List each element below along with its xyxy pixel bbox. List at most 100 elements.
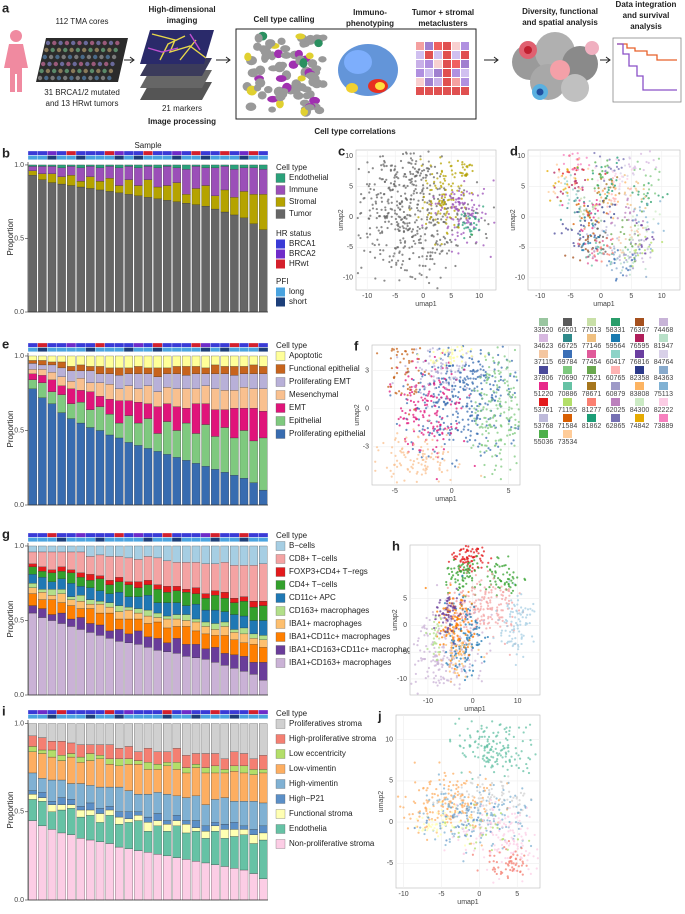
bar-segment (191, 795, 201, 821)
umap-point (396, 465, 399, 468)
bar-segment (134, 751, 143, 761)
bar-segment (124, 385, 133, 401)
umap-point (439, 390, 442, 393)
umap-point (638, 167, 642, 171)
bar-segment (76, 600, 85, 609)
legend-swatch (611, 382, 620, 390)
legend-swatch (563, 318, 572, 326)
umap-point (508, 580, 511, 583)
legend-label: B−cells (289, 541, 315, 550)
bar-segment (201, 167, 210, 186)
umap-point (619, 271, 622, 274)
bar-segment (230, 771, 239, 802)
umap-point (498, 752, 501, 755)
umap-point (557, 168, 561, 171)
umap-point (613, 257, 616, 261)
umap-point (429, 395, 432, 398)
umap-point (446, 606, 449, 609)
bar-segment (239, 600, 249, 617)
bar-segment (105, 806, 114, 811)
umap-point (412, 428, 415, 431)
umap-point (606, 159, 609, 162)
umap-point (380, 200, 384, 203)
umap-point (439, 599, 442, 602)
umap-point (484, 370, 487, 374)
umap-point (463, 653, 466, 656)
umap-point (469, 434, 472, 437)
umap-point (463, 610, 467, 613)
umap-point (471, 169, 474, 173)
text: phenotyping (346, 19, 394, 28)
umap-point (449, 369, 452, 372)
bar-segment (38, 369, 47, 376)
umap-point (466, 560, 470, 563)
bar-segment (134, 793, 143, 812)
umap-point (468, 609, 472, 612)
annotation-cell (104, 532, 115, 538)
umap-point (461, 366, 464, 369)
umap-point (580, 224, 583, 227)
umap-point (475, 555, 479, 558)
annotation-cell (248, 342, 259, 348)
umap-point (437, 629, 440, 632)
bar-segment (124, 618, 133, 635)
umap-point (616, 176, 619, 179)
umap-point (417, 400, 420, 403)
umap-point (562, 153, 565, 157)
umap-point (584, 242, 587, 245)
umap-point (456, 218, 459, 221)
legend-swatch (611, 366, 620, 374)
umap-point (493, 414, 496, 417)
umap-point (463, 163, 466, 166)
umap-point (464, 388, 467, 391)
legend-label: IBA1+CD163+CD11c+ macrophages (289, 645, 420, 654)
umap-point (439, 276, 442, 279)
umap-point (614, 187, 617, 190)
umap-point (444, 266, 447, 269)
bar-segment (28, 363, 37, 370)
umap-point (454, 465, 457, 468)
umap-point (631, 267, 635, 270)
umap-point (649, 256, 652, 259)
umap-point (389, 182, 393, 185)
umap-point (368, 227, 372, 230)
umap-point (480, 387, 484, 391)
umap-point (416, 639, 420, 643)
bar-segment (38, 589, 47, 593)
tma-core (108, 68, 114, 74)
umap-point (504, 618, 508, 622)
umap-point (445, 433, 448, 437)
tma-core (59, 61, 65, 67)
umap-point (460, 407, 463, 410)
umap-point (602, 244, 605, 247)
bar-segment (86, 587, 95, 600)
umap-point (463, 640, 466, 643)
umap-point (629, 236, 632, 239)
umap-point (476, 414, 480, 417)
umap-point (577, 242, 580, 245)
umap-point (626, 187, 630, 190)
umap-point (425, 257, 428, 261)
bar-segment (211, 545, 220, 564)
umap-point (454, 264, 457, 268)
umap-point (432, 392, 435, 396)
bar-segment (76, 551, 85, 573)
umap-point (514, 584, 517, 587)
bar-segment (201, 593, 210, 599)
umap-point (436, 610, 439, 613)
legend-swatch (635, 334, 644, 342)
y-tick-label: -5 (387, 860, 393, 867)
umap-point (517, 618, 520, 621)
umap-point (395, 422, 399, 426)
umap-point (666, 193, 669, 196)
umap-point (486, 569, 490, 573)
legend-label: 77146 (582, 343, 602, 350)
umap-point (465, 405, 468, 408)
bar-segment (86, 623, 95, 633)
umap-point (446, 216, 449, 219)
umap-point (398, 424, 401, 427)
bar-segment (105, 355, 114, 369)
umap-point (417, 199, 420, 202)
umap-point (569, 174, 572, 177)
bar-segment (220, 823, 229, 830)
